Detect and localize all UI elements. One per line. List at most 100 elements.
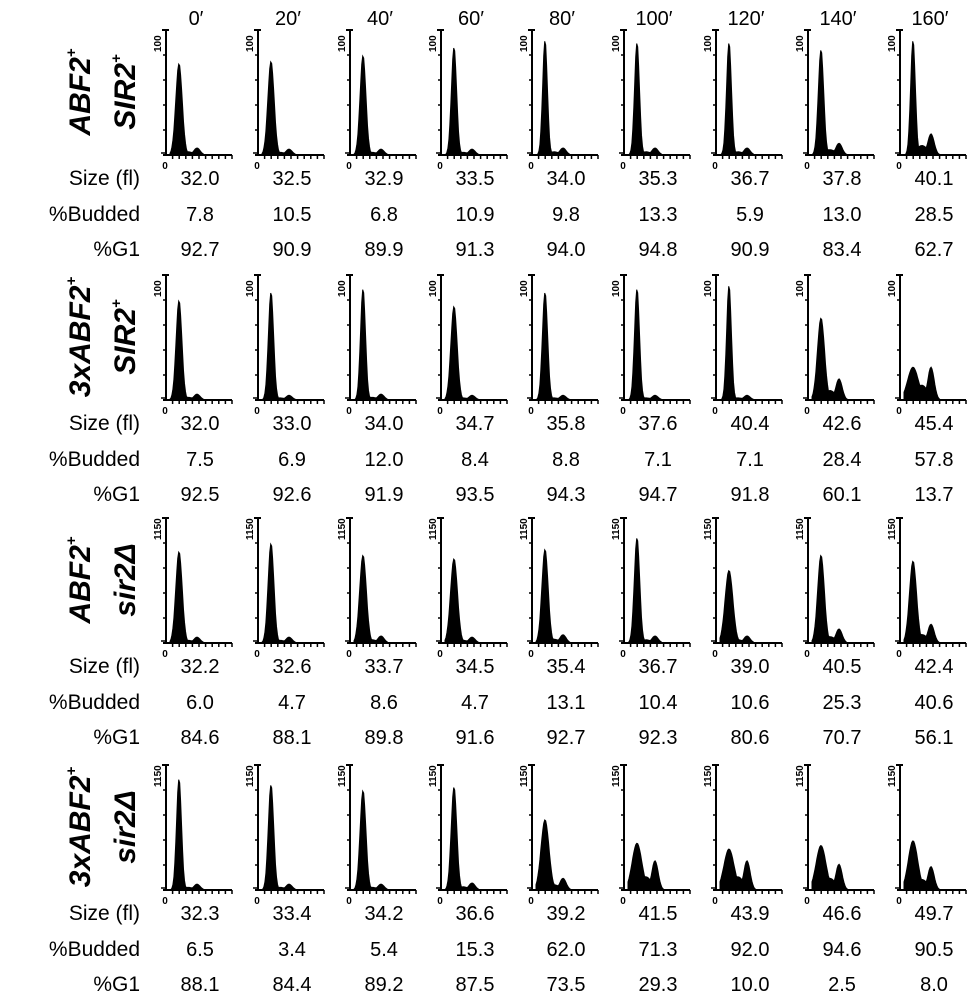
x-axis-zero-label: 0 xyxy=(804,161,810,172)
x-axis-zero-label: 0 xyxy=(346,896,352,907)
budded-value: 6.8 xyxy=(370,204,398,226)
size-value: 45.4 xyxy=(915,413,954,435)
y-axis-max-label: 1150 xyxy=(795,518,806,540)
histogram-panel: 1150 0 43.9 92.0 10.0 xyxy=(703,764,783,996)
dna-content-histogram xyxy=(719,569,778,644)
x-axis-zero-label: 0 xyxy=(254,649,260,660)
g1-value: 84.4 xyxy=(273,974,312,996)
y-axis-max-label: 1150 xyxy=(611,765,622,787)
dna-content-histogram xyxy=(444,47,503,156)
row-label-g1: %G1 xyxy=(93,973,140,996)
size-value: 41.5 xyxy=(639,903,678,925)
y-axis-max-label: 1150 xyxy=(428,765,439,787)
row-label-budded: %Budded xyxy=(49,691,140,714)
budded-value: 12.0 xyxy=(365,449,404,471)
timepoint-label: 0′ xyxy=(189,8,204,30)
x-axis-zero-label: 0 xyxy=(804,406,810,417)
budded-value: 4.7 xyxy=(461,692,489,714)
y-axis-max-label: 100 xyxy=(245,35,256,52)
x-axis-zero-label: 0 xyxy=(620,161,626,172)
strain-line2-text: SIR2 xyxy=(109,308,142,375)
budded-value: 9.8 xyxy=(552,204,580,226)
strain-line2-text: sir2Δ xyxy=(109,543,142,617)
y-axis-max-label: 1150 xyxy=(153,765,164,787)
y-axis-max-label: 1150 xyxy=(703,518,714,540)
y-axis-max-label: 1150 xyxy=(153,518,164,540)
y-axis-max-label: 1150 xyxy=(337,765,348,787)
budded-value: 7.5 xyxy=(186,449,214,471)
x-axis-zero-label: 0 xyxy=(804,896,810,907)
dna-content-histogram xyxy=(169,299,228,401)
dna-content-histogram xyxy=(535,41,594,156)
x-axis-zero-label: 0 xyxy=(528,406,534,417)
budded-value: 90.5 xyxy=(915,939,954,961)
x-axis-zero-label: 0 xyxy=(437,896,443,907)
strain-block: ABF2+SIR2+Size (fl)%Budded%G1100032.07.8… xyxy=(49,29,967,261)
histogram-panel: 100 0 33.0 6.9 92.6 xyxy=(245,274,325,506)
histogram-panel: 100 0 40.1 28.5 62.7 xyxy=(887,29,967,261)
size-value: 34.5 xyxy=(456,656,495,678)
strain-line1-text: 3xABF2 xyxy=(64,285,97,397)
g1-value: 8.0 xyxy=(920,974,948,996)
x-axis-zero-label: 0 xyxy=(254,406,260,417)
dna-content-histogram xyxy=(444,557,503,644)
g1-value: 94.8 xyxy=(639,239,678,261)
strain-line2-sup: + xyxy=(108,54,125,63)
histogram-panel: 100 0 34.0 9.8 94.0 xyxy=(519,29,599,261)
strain-line1-sup: + xyxy=(63,767,80,776)
dna-content-histogram xyxy=(353,554,412,644)
strain-line1-text: 3xABF2 xyxy=(64,775,97,887)
y-axis-max-label: 1150 xyxy=(887,518,898,540)
histogram-panel: 100 0 37.6 7.1 94.7 xyxy=(611,274,691,506)
row-label-budded: %Budded xyxy=(49,448,140,471)
g1-value: 93.5 xyxy=(456,484,495,506)
timepoint-header: 0′ 20′ 40′ 60′ 80′ 100′ 120′ 140′ 160′ xyxy=(189,8,949,30)
size-value: 36.7 xyxy=(639,656,678,678)
size-value: 37.6 xyxy=(639,413,678,435)
g1-value: 92.3 xyxy=(639,727,678,749)
g1-value: 2.5 xyxy=(828,974,856,996)
g1-value: 94.7 xyxy=(639,484,678,506)
size-value: 46.6 xyxy=(823,903,862,925)
histogram-panel: 100 0 35.3 13.3 94.8 xyxy=(611,29,691,261)
size-value: 40.4 xyxy=(731,413,770,435)
dna-content-histogram xyxy=(535,548,594,644)
budded-value: 7.8 xyxy=(186,204,214,226)
y-axis-max-label: 1150 xyxy=(887,765,898,787)
size-value: 34.0 xyxy=(547,168,586,190)
histogram-panel: 1150 0 36.7 10.4 92.3 xyxy=(611,517,691,749)
x-axis-zero-label: 0 xyxy=(896,649,902,660)
strain-block: 3xABF2+ sir2Δ Size (fl) %Budded %G1 1150 0 32.3… xyxy=(49,764,967,996)
x-axis-zero-label: 0 xyxy=(712,649,718,660)
size-value: 39.2 xyxy=(547,903,586,925)
size-value: 35.8 xyxy=(547,413,586,435)
dna-content-histogram xyxy=(261,785,320,891)
strain-genotype-line1: 3xABF2+ xyxy=(63,767,97,888)
histogram-panel: 100 0 37.8 13.0 83.4 xyxy=(795,29,875,261)
histogram-panel: 100 0 32.0 7.8 92.7 xyxy=(153,29,233,261)
budded-value: 10.5 xyxy=(273,204,312,226)
dna-content-histogram xyxy=(169,779,228,891)
x-axis-zero-label: 0 xyxy=(712,406,718,417)
y-axis-max-label: 100 xyxy=(795,35,806,52)
strain-genotype-line2: sir2Δ xyxy=(109,543,142,617)
g1-value: 90.9 xyxy=(731,239,770,261)
dna-content-histogram xyxy=(353,789,412,891)
dna-content-histogram xyxy=(444,305,503,401)
g1-value: 73.5 xyxy=(547,974,586,996)
g1-value: 91.9 xyxy=(365,484,404,506)
y-axis-max-label: 100 xyxy=(519,280,530,297)
histogram-panel: 1150 0 41.5 71.3 29.3 xyxy=(611,764,691,996)
x-axis-zero-label: 0 xyxy=(346,649,352,660)
budded-value: 6.0 xyxy=(186,692,214,714)
g1-value: 83.4 xyxy=(823,239,862,261)
size-value: 35.3 xyxy=(639,168,678,190)
strain-line1-text: ABF2 xyxy=(64,545,97,625)
size-value: 33.5 xyxy=(456,168,495,190)
budded-value: 3.4 xyxy=(278,939,306,961)
size-value: 33.0 xyxy=(273,413,312,435)
budded-value: 28.5 xyxy=(915,204,954,226)
y-axis-max-label: 100 xyxy=(337,280,348,297)
dna-content-histogram xyxy=(627,43,686,156)
strain-blocks: ABF2+SIR2+Size (fl)%Budded%G1100032.07.8… xyxy=(49,29,967,996)
